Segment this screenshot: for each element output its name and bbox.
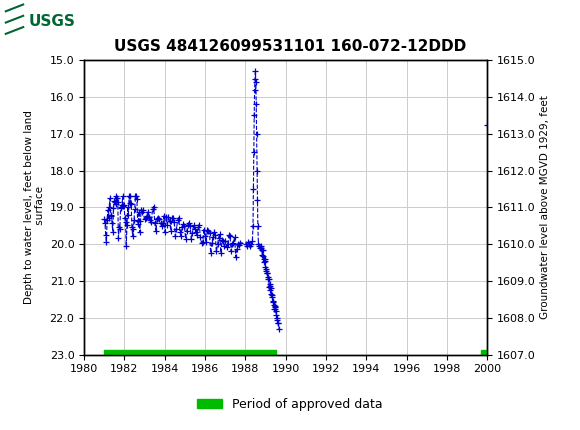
Y-axis label: Depth to water level, feet below land
 surface: Depth to water level, feet below land su… (24, 111, 45, 304)
Legend: Period of approved data: Period of approved data (192, 393, 388, 416)
Text: USGS 484126099531101 160-072-12DDD: USGS 484126099531101 160-072-12DDD (114, 39, 466, 54)
Bar (6, 4, 99, 41)
Y-axis label: Groundwater level above MGVD 1929, feet: Groundwater level above MGVD 1929, feet (540, 95, 550, 319)
Text: USGS: USGS (29, 14, 75, 29)
